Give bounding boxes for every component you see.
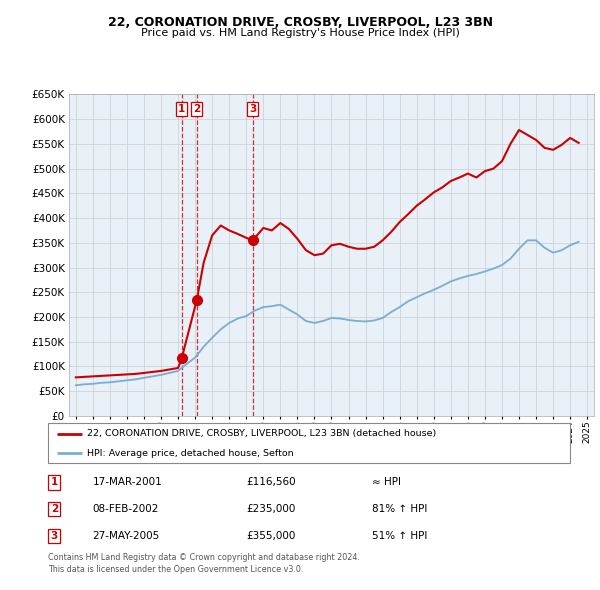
Text: This data is licensed under the Open Government Licence v3.0.: This data is licensed under the Open Gov…	[48, 565, 304, 574]
Text: 2: 2	[193, 104, 200, 114]
Text: 3: 3	[50, 531, 58, 541]
Text: Contains HM Land Registry data © Crown copyright and database right 2024.: Contains HM Land Registry data © Crown c…	[48, 553, 360, 562]
Text: ≈ HPI: ≈ HPI	[371, 477, 401, 487]
Text: £235,000: £235,000	[247, 504, 296, 514]
Text: 22, CORONATION DRIVE, CROSBY, LIVERPOOL, L23 3BN: 22, CORONATION DRIVE, CROSBY, LIVERPOOL,…	[107, 16, 493, 29]
Text: 1: 1	[178, 104, 185, 114]
Text: 27-MAY-2005: 27-MAY-2005	[92, 531, 160, 541]
Text: 08-FEB-2002: 08-FEB-2002	[92, 504, 159, 514]
Text: 3: 3	[249, 104, 256, 114]
Text: 22, CORONATION DRIVE, CROSBY, LIVERPOOL, L23 3BN (detached house): 22, CORONATION DRIVE, CROSBY, LIVERPOOL,…	[87, 430, 436, 438]
Text: 17-MAR-2001: 17-MAR-2001	[92, 477, 162, 487]
Text: 2: 2	[50, 504, 58, 514]
Text: Price paid vs. HM Land Registry's House Price Index (HPI): Price paid vs. HM Land Registry's House …	[140, 28, 460, 38]
Text: HPI: Average price, detached house, Sefton: HPI: Average price, detached house, Seft…	[87, 448, 294, 458]
FancyBboxPatch shape	[48, 423, 570, 463]
Text: 51% ↑ HPI: 51% ↑ HPI	[371, 531, 427, 541]
Text: £355,000: £355,000	[247, 531, 296, 541]
Text: £116,560: £116,560	[247, 477, 296, 487]
Text: 1: 1	[50, 477, 58, 487]
Text: 81% ↑ HPI: 81% ↑ HPI	[371, 504, 427, 514]
